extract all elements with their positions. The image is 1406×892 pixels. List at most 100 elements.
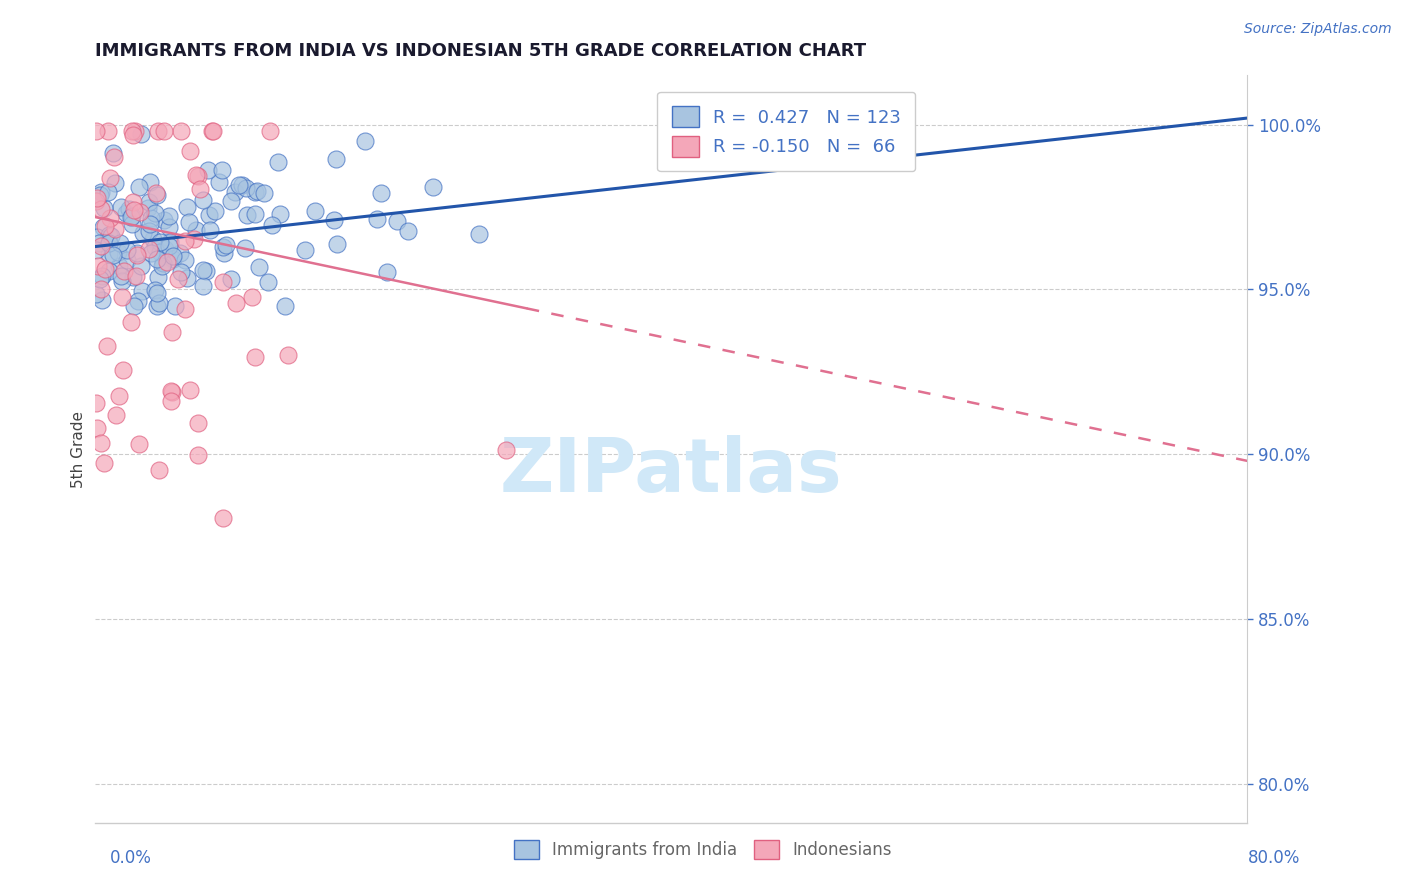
Point <box>128 179 150 194</box>
Point <box>121 124 143 138</box>
Point <box>121 217 143 231</box>
Point <box>115 206 138 220</box>
Point <box>247 260 270 274</box>
Point <box>267 154 290 169</box>
Point <box>122 195 145 210</box>
Point <box>139 246 162 260</box>
Point <box>148 295 170 310</box>
Point <box>235 181 257 195</box>
Point <box>132 226 155 240</box>
Point <box>375 265 398 279</box>
Point <box>107 244 129 259</box>
Point <box>89 272 111 286</box>
Point <box>468 227 491 242</box>
Point <box>200 223 222 237</box>
Point <box>211 163 233 178</box>
Point <box>201 124 224 138</box>
Point <box>370 186 392 200</box>
Point <box>110 290 132 304</box>
Point <box>160 384 183 398</box>
Point <box>184 223 207 237</box>
Point <box>187 448 209 462</box>
Point <box>104 222 127 236</box>
Point <box>148 462 170 476</box>
Text: IMMIGRANTS FROM INDIA VS INDONESIAN 5TH GRADE CORRELATION CHART: IMMIGRANTS FROM INDIA VS INDONESIAN 5TH … <box>94 42 866 60</box>
Point <box>120 315 142 329</box>
Point <box>231 178 253 193</box>
Point <box>262 219 284 233</box>
Point <box>100 229 122 244</box>
Point <box>149 235 172 249</box>
Point <box>169 245 191 260</box>
Point <box>195 264 218 278</box>
Point <box>224 185 246 199</box>
Point <box>127 248 149 262</box>
Point <box>162 252 184 266</box>
Point <box>179 384 201 398</box>
Point <box>366 212 388 227</box>
Point <box>148 270 170 285</box>
Point <box>87 235 110 250</box>
Point <box>131 284 153 298</box>
Point <box>93 456 115 470</box>
Point <box>304 204 326 219</box>
Point <box>122 128 145 142</box>
Point <box>240 290 263 304</box>
Point <box>90 269 112 284</box>
Point <box>96 339 118 353</box>
Point <box>277 348 299 362</box>
Point <box>183 232 205 246</box>
Point <box>219 272 242 286</box>
Point <box>163 299 186 313</box>
Point <box>86 191 108 205</box>
Point <box>97 124 120 138</box>
Point <box>159 235 181 249</box>
Point <box>495 442 517 457</box>
Point <box>146 286 169 301</box>
Point <box>236 208 259 222</box>
Point <box>139 175 162 189</box>
Point <box>179 144 201 158</box>
Point <box>124 124 146 138</box>
Point <box>145 283 167 297</box>
Point <box>162 384 184 399</box>
Point <box>233 241 256 255</box>
Point <box>157 238 180 252</box>
Point <box>90 185 112 199</box>
Point <box>84 124 107 138</box>
Point <box>120 211 142 225</box>
Point <box>187 416 209 430</box>
Point <box>86 420 108 434</box>
Point <box>228 178 250 192</box>
Text: 80.0%: 80.0% <box>1249 849 1301 867</box>
Point <box>211 240 233 254</box>
Point <box>152 124 174 138</box>
Point <box>97 186 120 200</box>
Point <box>252 186 274 200</box>
Point <box>294 243 316 257</box>
Text: Source: ZipAtlas.com: Source: ZipAtlas.com <box>1244 22 1392 37</box>
Point <box>86 260 108 274</box>
Point <box>125 246 148 260</box>
Point <box>385 214 408 228</box>
Point <box>129 260 152 274</box>
Point <box>84 287 107 301</box>
Point <box>325 152 347 166</box>
Point <box>129 127 152 141</box>
Point <box>91 293 114 307</box>
Point <box>138 242 160 256</box>
Point <box>326 236 349 251</box>
Point <box>111 363 134 377</box>
Point <box>174 252 197 267</box>
Point <box>89 188 111 202</box>
Point <box>225 296 247 310</box>
Y-axis label: 5th Grade: 5th Grade <box>72 411 86 488</box>
Point <box>139 211 162 226</box>
Point <box>156 255 179 269</box>
Point <box>89 435 111 450</box>
Point <box>202 124 225 138</box>
Point <box>177 215 200 229</box>
Point <box>103 248 125 262</box>
Point <box>153 212 176 227</box>
Point <box>128 437 150 451</box>
